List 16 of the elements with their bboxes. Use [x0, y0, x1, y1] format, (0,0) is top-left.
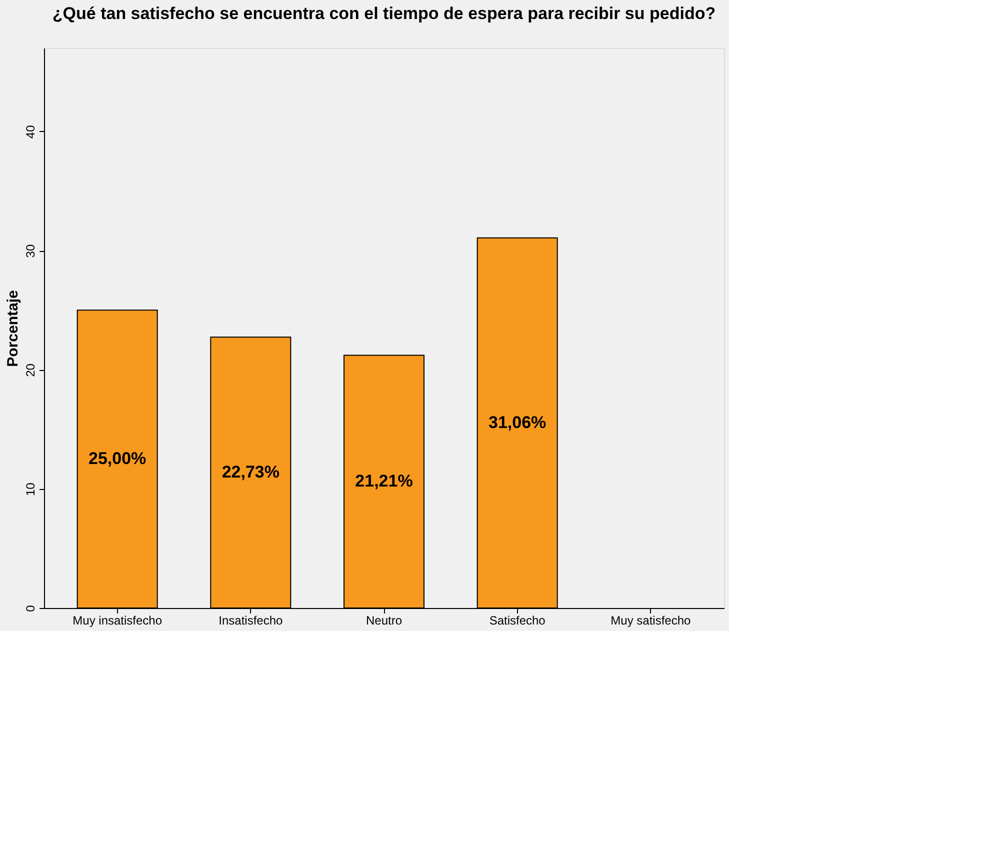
y-tick-label: 40 — [24, 124, 38, 139]
data-label: 21,21% — [355, 472, 413, 491]
y-tick-label: 0 — [24, 604, 38, 612]
y-tick-label: 10 — [24, 482, 38, 496]
chart-title: ¿Qué tan satisfecho se encuentra con el tiempo de espera para recibir su pedido? — [52, 4, 716, 23]
y-tick-label: 20 — [24, 363, 38, 377]
x-tick-label: Neutro — [366, 614, 402, 628]
y-axis-title: Porcentaje — [4, 290, 22, 367]
x-tick-label: Muy satisfecho — [610, 614, 692, 628]
data-label: 22,73% — [222, 462, 280, 482]
data-label: 25,00% — [88, 449, 146, 468]
x-tick-label: Muy insatisfecho — [72, 614, 162, 628]
y-tick-label: 30 — [24, 244, 38, 258]
data-label: 31,06% — [488, 412, 546, 432]
x-tick-label: Insatisfecho — [218, 614, 284, 628]
x-tick-label: Satisfecho — [489, 614, 546, 628]
